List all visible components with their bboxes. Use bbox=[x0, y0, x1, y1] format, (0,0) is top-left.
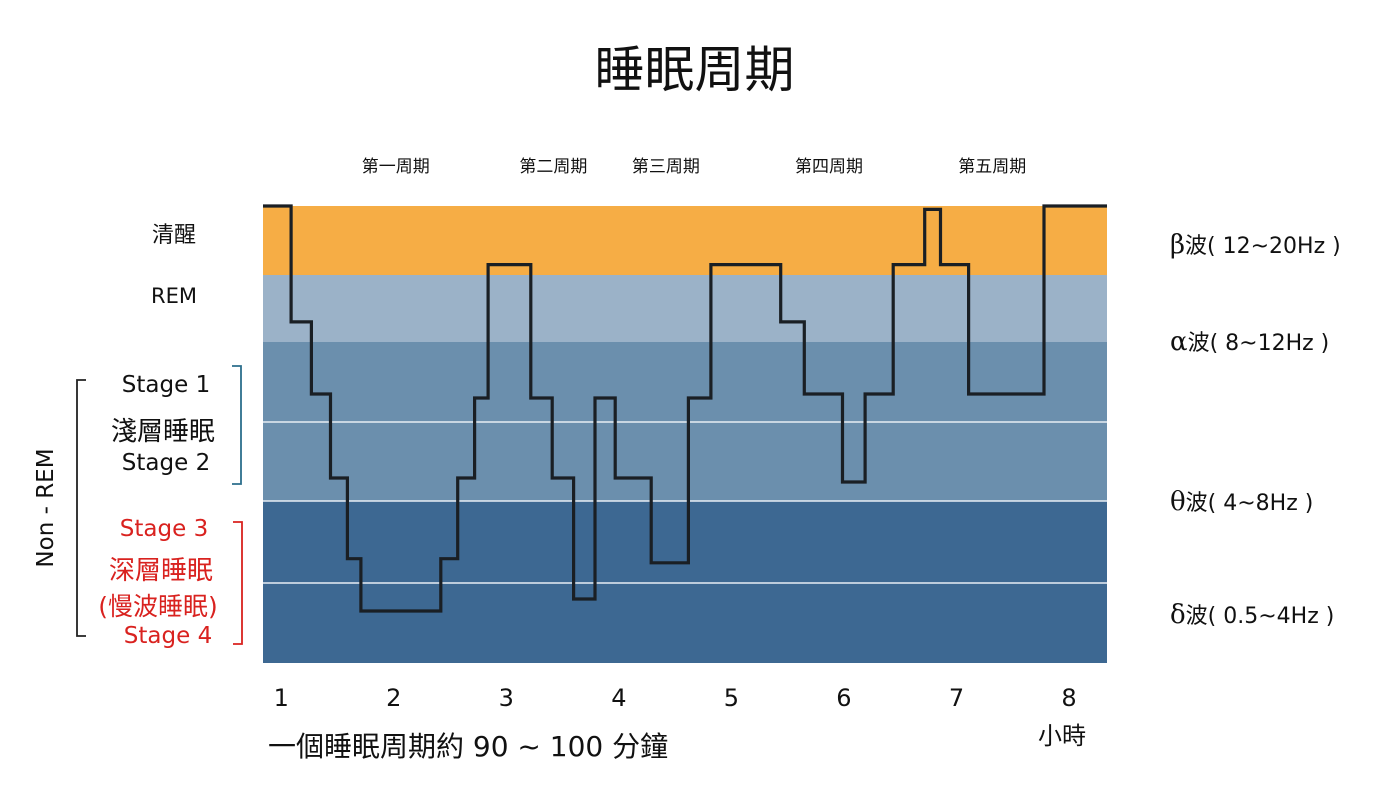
x-tick-label: 5 bbox=[723, 684, 740, 712]
cycle-label-5: 第五周期 bbox=[958, 157, 1027, 177]
x-tick-label: 1 bbox=[273, 684, 289, 712]
stage-bands bbox=[263, 206, 1107, 663]
x-tick-label: 8 bbox=[1061, 684, 1077, 712]
stage-band bbox=[263, 275, 1107, 342]
light-sleep-bracket bbox=[232, 365, 242, 485]
stage-label-light-sleep: 淺層睡眠 bbox=[110, 417, 216, 447]
wave-label-delta: δ波( 0.5~4Hz ) bbox=[1170, 598, 1334, 630]
wave-text: 波( 0.5~4Hz ) bbox=[1185, 604, 1335, 629]
cycle-duration-note: 一個睡眠周期約 90 ~ 100 分鐘 bbox=[268, 730, 669, 763]
cycle-label-3: 第三周期 bbox=[631, 157, 700, 177]
stage-label-wake: 清醒 bbox=[151, 223, 197, 248]
x-tick-label: 4 bbox=[611, 684, 627, 712]
stage-label-rem: REM bbox=[151, 284, 197, 308]
wave-label-alpha: α波( 8~12Hz ) bbox=[1170, 325, 1329, 357]
wave-symbol: δ bbox=[1170, 600, 1186, 630]
stage-brackets bbox=[76, 365, 243, 645]
stage-label-stage2: Stage 2 bbox=[121, 450, 211, 476]
stage-label-deep-sleep: 深層睡眠 bbox=[108, 556, 214, 586]
wave-symbol: β bbox=[1170, 230, 1186, 260]
wave-text: 波( 12~20Hz ) bbox=[1185, 234, 1341, 259]
hypnogram-line bbox=[263, 204, 1107, 613]
x-tick-label: 7 bbox=[948, 684, 965, 712]
deep-sleep-bracket bbox=[233, 521, 243, 645]
stage-label-stage1: Stage 1 bbox=[121, 372, 211, 398]
stage-label-slow-wave: (慢波睡眠) bbox=[98, 592, 218, 621]
cycle-label-4: 第四周期 bbox=[795, 157, 864, 177]
wave-text: 波( 4~8Hz ) bbox=[1185, 491, 1314, 516]
cycle-label-1: 第一周期 bbox=[361, 157, 430, 177]
wave-symbol: θ bbox=[1170, 487, 1186, 517]
chart-title: 睡眠周期 bbox=[594, 41, 795, 99]
stage-band bbox=[263, 206, 1107, 275]
non-rem-bracket bbox=[76, 379, 86, 637]
cycle-label-2: 第二周期 bbox=[519, 157, 588, 177]
x-tick-label: 6 bbox=[836, 684, 852, 712]
wave-symbol: α bbox=[1170, 327, 1188, 357]
stage-gridlines bbox=[263, 421, 1107, 584]
stage-label-stage4: Stage 4 bbox=[123, 623, 213, 649]
stage-band bbox=[263, 501, 1107, 663]
wave-label-beta: β波( 12~20Hz ) bbox=[1170, 228, 1341, 260]
wave-label-theta: θ波( 4~8Hz ) bbox=[1170, 485, 1313, 517]
x-tick-label: 3 bbox=[498, 684, 514, 712]
x-tick-label: 2 bbox=[386, 684, 402, 712]
wave-text: 波( 8~12Hz ) bbox=[1187, 331, 1330, 356]
x-axis-unit: 小時 bbox=[1038, 722, 1086, 750]
stage-label-stage3: Stage 3 bbox=[119, 516, 209, 542]
